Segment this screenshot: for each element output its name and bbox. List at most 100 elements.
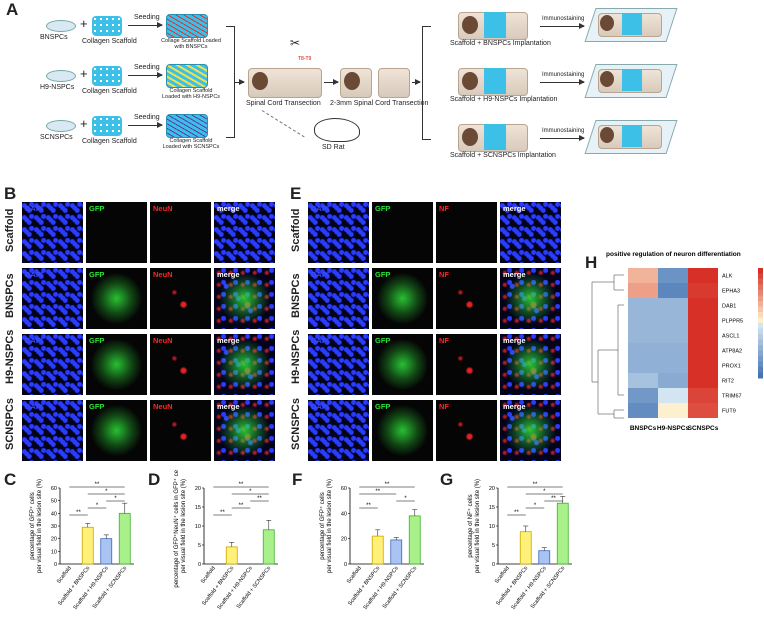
gene-label: PROX1: [722, 364, 741, 370]
micrograph-tile: GFP: [372, 400, 433, 461]
channel-label: NeuN: [153, 402, 173, 411]
bar: [118, 512, 131, 565]
micrograph-tile: GFP: [86, 202, 147, 263]
micrograph-tile: NeuN: [150, 202, 211, 263]
sample-label: SCNSPCs: [688, 425, 719, 432]
category-label: Scaffold + H9-NSPCs: [363, 565, 400, 611]
color-scale-step: [758, 356, 763, 362]
cross-section-icon: [462, 72, 478, 90]
heatmap-cell: [628, 283, 658, 298]
channel-label: DAPI: [25, 336, 43, 345]
heatmap-cell: [658, 268, 688, 283]
heatmap-cell: [628, 358, 658, 373]
significance-marker: **: [533, 482, 538, 488]
y-axis-label-2: per visual field in the lesion site (%): [37, 479, 43, 573]
transection-label: Spinal Cord Transection: [246, 100, 321, 107]
immunostaining-label: Immunostaining: [542, 72, 585, 78]
loaded-scaffold-icon: [166, 114, 208, 138]
micrograph-tile: DAPI: [308, 334, 369, 395]
channel-label: merge: [217, 204, 240, 213]
plus-sign: +: [80, 16, 88, 31]
culture-dish-icon: [46, 70, 76, 82]
channel-label: DAPI: [25, 270, 43, 279]
scaffold-label: Collagen Scaffold: [82, 138, 137, 145]
micrograph-tile: merge: [214, 202, 275, 263]
channel-label: DAPI: [311, 402, 329, 411]
micrograph-tile: DAPI: [22, 268, 83, 329]
heatmap-cell: [688, 358, 718, 373]
y-tick-label: 30: [51, 524, 57, 530]
micrograph-tile: DAPI: [308, 202, 369, 263]
seeding-arrow: [128, 72, 163, 78]
significance-marker: *: [96, 503, 99, 509]
level-label: T8-T9: [298, 56, 312, 62]
collagen-scaffold-icon: [92, 16, 122, 36]
panel-label-e: E: [290, 184, 302, 203]
implanted-scaffold-icon: [484, 12, 506, 38]
heatmap-cell: [688, 313, 718, 328]
y-tick-label: 20: [489, 486, 495, 492]
heatmap-cell: [688, 343, 718, 358]
cross-section-icon: [600, 71, 614, 87]
flow-arrow: [234, 79, 245, 85]
micrograph-tile: GFP: [86, 400, 147, 461]
color-scale-step: [758, 339, 763, 346]
significance-marker: **: [551, 496, 556, 502]
heatmap-cell: [688, 298, 718, 313]
color-scale-step: [758, 279, 763, 285]
color-scale-step: [758, 367, 763, 373]
micrograph-tile: merge: [500, 268, 561, 329]
category-label: Scaffold + H9-NSPCs: [217, 565, 254, 611]
micrograph-tile: DAPI: [22, 334, 83, 395]
significance-marker: **: [385, 482, 390, 488]
color-scale-step: [758, 284, 763, 291]
bar: [225, 546, 238, 565]
bracket-line: [422, 26, 431, 140]
immunostaining-arrow: [540, 23, 585, 29]
heatmap-title: positive regulation of neuron differenti…: [606, 251, 741, 258]
heatmap-cell: [658, 358, 688, 373]
scissors-icon: ✂: [290, 36, 301, 50]
significance-marker: **: [220, 510, 225, 516]
immunostaining-arrow: [540, 135, 585, 141]
color-scale-step: [758, 268, 763, 274]
category-label: Scaffold: [494, 566, 511, 585]
collagen-scaffold-icon: [92, 116, 122, 136]
channel-label: GFP: [89, 336, 105, 345]
channel-label: merge: [503, 402, 526, 411]
channel-label: GFP: [375, 204, 391, 213]
micrograph-tile: DAPI: [22, 400, 83, 461]
heatmap-cell: [688, 403, 718, 418]
collagen-scaffold-icon: [92, 66, 122, 86]
bar: [371, 535, 384, 565]
implantation-label: Scaffold + BNSPCs Implantation: [450, 40, 551, 47]
implanted-scaffold-icon: [484, 124, 506, 150]
cell-type-label: BNSPCs: [40, 34, 68, 41]
y-tick-label: 50: [51, 499, 57, 505]
panel-label-a: A: [6, 0, 19, 19]
bar-chart-g: 0 5 10 15 20 percentage of NF⁺ cells per visua…: [467, 479, 572, 611]
panel-label-f: F: [292, 470, 303, 489]
heatmap-cell: [688, 328, 718, 343]
bar: [519, 531, 532, 565]
bar: [390, 539, 403, 565]
micrograph-tile: merge: [500, 400, 561, 461]
category-label: Scaffold + SCNSPCs: [92, 565, 129, 610]
culture-dish-icon: [46, 20, 76, 32]
micrograph-tile: merge: [214, 268, 275, 329]
micrograph-tile: DAPI: [22, 202, 83, 263]
loaded-scaffold-label: Collage Scaffold Loaded with BNSPCs: [161, 38, 221, 50]
cross-section-icon: [600, 127, 614, 143]
channel-label: NeuN: [153, 336, 173, 345]
y-tick-label: 10: [195, 524, 201, 530]
significance-marker: **: [239, 482, 244, 488]
y-axis-label-2: per visual field in the lesion site (%): [181, 479, 187, 573]
micrograph-tile: NF: [436, 334, 497, 395]
heatmap-cell: [628, 388, 658, 403]
color-scale-step: [758, 306, 763, 313]
seeding-label: Seeding: [134, 114, 160, 121]
heatmap-cell: [658, 283, 688, 298]
gene-label: EPHA3: [722, 289, 740, 295]
micrograph-tile: NeuN: [150, 268, 211, 329]
micrograph-tile: GFP: [86, 268, 147, 329]
